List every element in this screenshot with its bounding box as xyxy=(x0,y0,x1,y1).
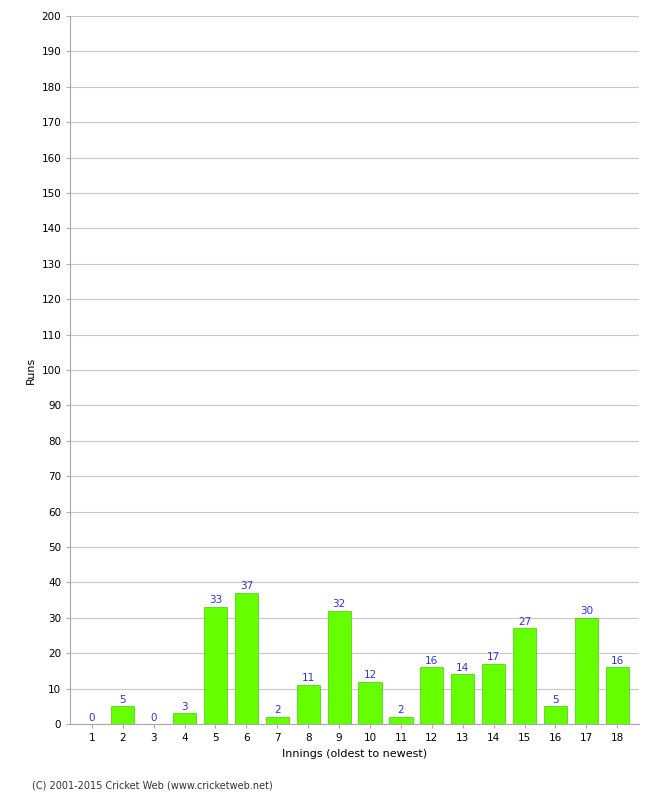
Text: 12: 12 xyxy=(363,670,376,680)
Bar xyxy=(575,618,598,724)
Text: 2: 2 xyxy=(274,705,281,715)
Bar xyxy=(204,607,227,724)
Bar xyxy=(266,717,289,724)
Text: 17: 17 xyxy=(487,652,501,662)
Text: 11: 11 xyxy=(302,674,315,683)
Text: 3: 3 xyxy=(181,702,188,712)
Text: 16: 16 xyxy=(425,655,439,666)
Bar xyxy=(389,717,413,724)
Bar xyxy=(296,685,320,724)
Text: 30: 30 xyxy=(580,606,593,616)
Bar xyxy=(421,667,443,724)
Text: 33: 33 xyxy=(209,595,222,606)
Bar xyxy=(544,706,567,724)
Text: 32: 32 xyxy=(333,599,346,609)
Text: 27: 27 xyxy=(518,617,531,626)
Text: (C) 2001-2015 Cricket Web (www.cricketweb.net): (C) 2001-2015 Cricket Web (www.cricketwe… xyxy=(32,781,273,790)
Bar xyxy=(173,714,196,724)
Bar xyxy=(358,682,382,724)
Text: 2: 2 xyxy=(398,705,404,715)
Bar xyxy=(451,674,474,724)
Bar xyxy=(111,706,135,724)
Text: 5: 5 xyxy=(120,694,126,705)
Bar xyxy=(606,667,629,724)
Text: 16: 16 xyxy=(611,655,624,666)
Text: 0: 0 xyxy=(88,713,95,722)
Bar xyxy=(513,629,536,724)
Y-axis label: Runs: Runs xyxy=(26,356,36,384)
Text: 0: 0 xyxy=(150,713,157,722)
Bar xyxy=(328,610,351,724)
Bar xyxy=(235,593,258,724)
Text: 14: 14 xyxy=(456,662,469,673)
X-axis label: Innings (oldest to newest): Innings (oldest to newest) xyxy=(282,749,427,758)
Bar xyxy=(482,664,505,724)
Text: 37: 37 xyxy=(240,582,253,591)
Text: 5: 5 xyxy=(552,694,559,705)
